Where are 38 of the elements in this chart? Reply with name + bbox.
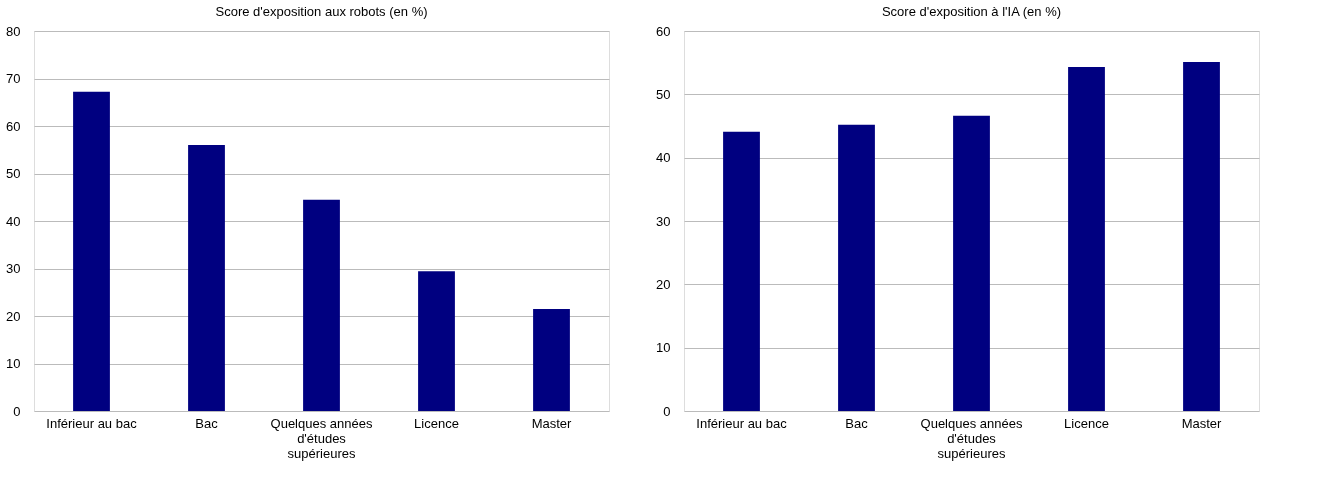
y-tick-label: 0	[13, 403, 21, 419]
chart-title: Score d'exposition aux robots (en %)	[215, 4, 428, 19]
chart-title: Score d'exposition à l'IA (en %)	[881, 4, 1062, 19]
y-tick-label: 20	[6, 308, 21, 324]
bar	[188, 145, 225, 411]
y-tick-label: 50	[656, 86, 671, 102]
y-tick-label: 60	[6, 118, 21, 134]
y-tick-label: 30	[656, 213, 671, 229]
bar	[73, 91, 110, 411]
x-tick-label: Master	[1181, 415, 1223, 431]
y-tick-label: 20	[656, 276, 671, 292]
y-tick-label: 0	[663, 403, 671, 419]
y-tick-label: 10	[6, 356, 21, 371]
x-tick-label: Bac	[195, 415, 219, 431]
bar	[723, 131, 760, 411]
bar	[1068, 67, 1105, 411]
bar	[533, 308, 570, 411]
x-tick-label: Quelques années d'études supérieures	[920, 415, 1023, 461]
x-tick-label: Inférieur au bac	[696, 415, 788, 431]
x-tick-label: Inférieur au bac	[46, 415, 138, 431]
y-tick-label: 50	[6, 166, 21, 181]
y-tick-label: 10	[656, 340, 671, 356]
y-tick-label: 30	[6, 261, 21, 276]
x-tick-label: Bac	[845, 415, 869, 431]
x-tick-label: Quelques années d'études supérieures	[270, 415, 373, 461]
bar	[418, 271, 455, 411]
y-tick-label: 60	[656, 23, 671, 39]
y-tick-label: 80	[6, 23, 21, 39]
bar	[1183, 62, 1220, 411]
y-tick-label: 40	[6, 213, 21, 229]
bar	[838, 124, 875, 411]
y-tick-label: 40	[656, 150, 671, 166]
x-tick-label: Master	[531, 415, 573, 431]
x-tick-label: Licence	[414, 415, 459, 431]
bar	[303, 199, 340, 411]
y-tick-label: 70	[6, 71, 21, 86]
x-tick-label: Licence	[1064, 415, 1109, 431]
bar	[953, 115, 990, 411]
